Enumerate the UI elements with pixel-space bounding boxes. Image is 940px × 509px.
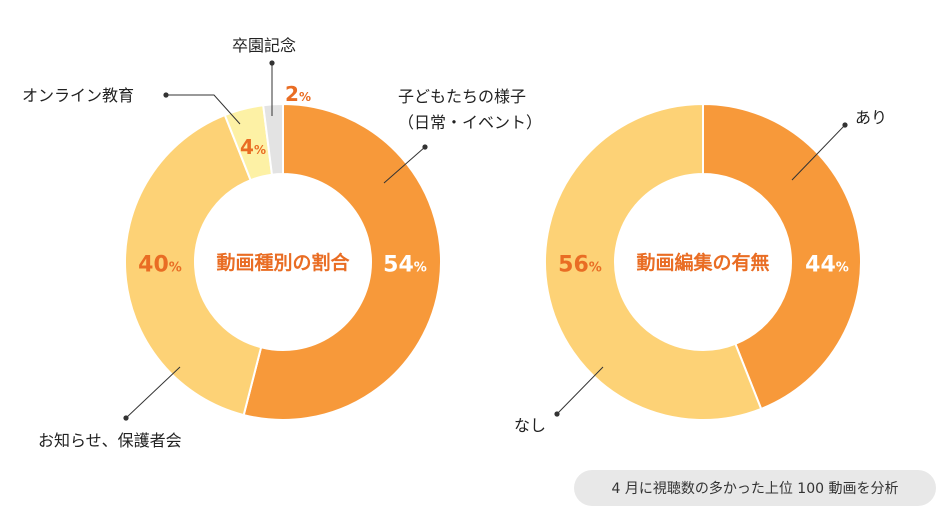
leader-line xyxy=(791,124,846,181)
slice-1 xyxy=(242,102,442,421)
category-label: お知らせ、保護者会 xyxy=(38,431,182,450)
leader-line xyxy=(383,146,426,184)
leader-dot xyxy=(269,60,275,66)
leader-dot xyxy=(123,415,129,421)
slice-2 xyxy=(124,113,263,417)
category-label: あり xyxy=(855,108,887,127)
slice-4 xyxy=(262,102,284,176)
footnote-badge: 4 月に視聴数の多かった上位 100 動画を分析 xyxy=(574,470,936,506)
value-label: 44% xyxy=(805,253,849,278)
category-label: 卒園記念 xyxy=(232,36,296,55)
leader-dot xyxy=(422,144,428,150)
category-label: オンライン教育 xyxy=(22,86,134,105)
value-label: 2% xyxy=(285,82,311,106)
leader-line xyxy=(166,94,241,125)
leader-line xyxy=(556,366,604,415)
chart-title: 動画種別の割合 xyxy=(216,251,350,274)
category-label: 子どもたちの様子（日常・イベント） xyxy=(398,87,542,132)
leader-dot xyxy=(842,122,848,128)
chart-title: 動画編集の有無 xyxy=(636,251,769,274)
category-label: なし xyxy=(514,416,546,435)
slice-2 xyxy=(544,102,763,421)
leader-dot xyxy=(554,411,560,417)
donut-chart-video-types: 動画種別の割合 54%40%4%2% 子どもたちの様子（日常・イベント）お知らせ、保… xyxy=(22,36,542,450)
leader-line xyxy=(125,366,181,419)
leader-dot xyxy=(163,92,169,98)
